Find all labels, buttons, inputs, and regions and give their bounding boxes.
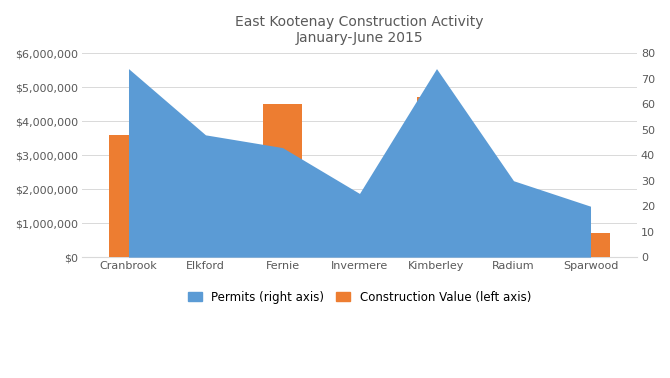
Bar — [109, 135, 148, 257]
Bar — [417, 98, 456, 257]
Legend: Permits (right axis), Construction Value (left axis): Permits (right axis), Construction Value… — [183, 286, 536, 308]
Bar — [186, 155, 224, 257]
Bar — [340, 196, 379, 257]
Bar — [572, 233, 610, 257]
Title: East Kootenay Construction Activity
January-June 2015: East Kootenay Construction Activity Janu… — [235, 15, 484, 45]
Bar — [494, 200, 533, 257]
Bar — [263, 104, 302, 257]
